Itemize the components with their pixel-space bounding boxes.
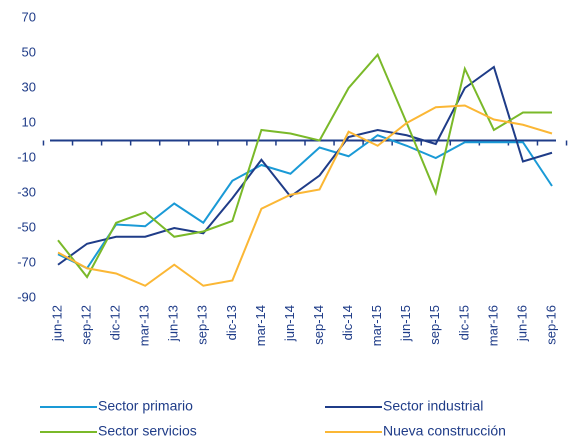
series-line xyxy=(57,104,553,287)
x-tick-label: jun-13 xyxy=(166,305,181,342)
y-tick-label: 30 xyxy=(22,79,36,94)
x-tick-label: sep-12 xyxy=(78,305,93,345)
x-tick-label: jun-16 xyxy=(514,305,529,342)
x-tick-label: dic-13 xyxy=(224,305,239,340)
legend-label: Sector industrial xyxy=(383,398,483,414)
x-tick-label: jun-14 xyxy=(282,305,297,342)
x-tick-label: mar-15 xyxy=(369,305,384,346)
y-tick-label: -90 xyxy=(17,289,36,304)
x-tick-label: sep-15 xyxy=(427,305,442,345)
x-tick-label: jun-15 xyxy=(398,305,413,342)
series-line xyxy=(57,52,552,279)
y-tick-label: -70 xyxy=(17,254,36,269)
legend-label: Nueva construcción xyxy=(383,423,506,439)
x-tick-label: sep-14 xyxy=(311,305,326,345)
y-tick-label: 70 xyxy=(22,9,36,24)
x-tick-label: sep-13 xyxy=(195,305,210,345)
series-line xyxy=(57,134,553,270)
y-tick-label: 50 xyxy=(22,44,36,59)
x-tick-label: dic-15 xyxy=(456,305,471,340)
x-tick-label: dic-12 xyxy=(108,305,123,340)
legend-label: Sector primario xyxy=(98,398,193,414)
y-tick-label: -10 xyxy=(17,149,36,164)
x-tick-label: mar-16 xyxy=(485,305,500,346)
x-tick-label: jun-12 xyxy=(49,305,64,342)
y-tick-label: -30 xyxy=(17,184,36,199)
x-tick-label: dic-14 xyxy=(340,305,355,340)
legend-label: Sector servicios xyxy=(98,423,197,439)
x-tick-label: mar-13 xyxy=(137,305,152,346)
x-tick-label: mar-14 xyxy=(253,305,268,346)
y-tick-label: -50 xyxy=(17,219,36,234)
y-tick-label: 10 xyxy=(22,114,36,129)
x-tick-label: sep-16 xyxy=(543,305,558,345)
series-line xyxy=(57,65,553,266)
